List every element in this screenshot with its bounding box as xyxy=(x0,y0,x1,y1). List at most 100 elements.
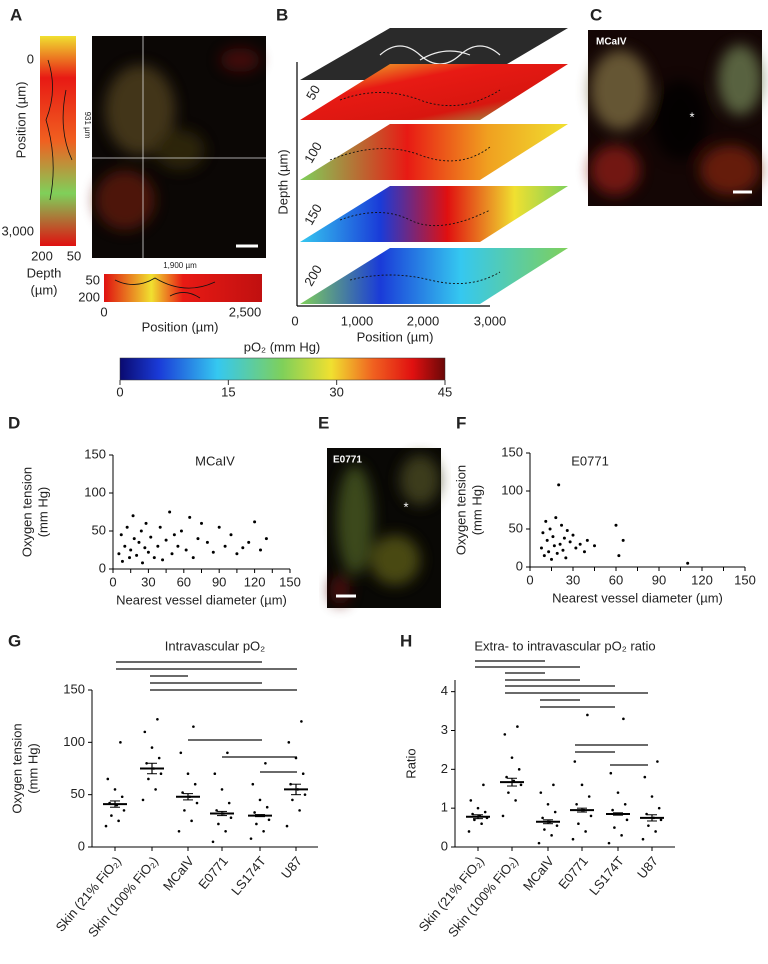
depth-strip xyxy=(40,36,76,246)
panel-label: E xyxy=(318,413,329,432)
axis-label: Position (µm) xyxy=(142,319,219,334)
point xyxy=(200,521,203,525)
point xyxy=(179,751,183,755)
point xyxy=(585,538,589,542)
y-tick-label: 100 xyxy=(63,734,85,749)
point xyxy=(161,558,165,562)
point xyxy=(241,546,245,550)
axis-label: (µm) xyxy=(31,282,58,297)
panel-c: MCaIV * xyxy=(588,30,762,206)
point xyxy=(613,826,616,829)
x-tick-label: 60 xyxy=(609,572,623,587)
point xyxy=(156,718,159,721)
x-tick-label: 150 xyxy=(734,572,756,587)
point xyxy=(503,733,507,736)
point xyxy=(186,772,190,776)
y-tick-label: 0 xyxy=(516,558,523,573)
y-tick-label: 1 xyxy=(441,800,448,815)
x-tick-label: U87 xyxy=(278,853,305,881)
point xyxy=(184,548,188,552)
point xyxy=(258,798,262,802)
point xyxy=(552,783,555,787)
chart-title: MCaIV xyxy=(195,453,235,468)
significance-bars-g xyxy=(116,661,297,773)
contour xyxy=(114,277,216,299)
point xyxy=(235,552,239,556)
y-axis-label: (mm Hg) xyxy=(25,743,40,794)
colorbar-tick-label: 15 xyxy=(221,384,235,399)
tumor-tag: E0771 xyxy=(333,455,362,466)
axis-label: Position (µm) xyxy=(357,329,434,344)
point xyxy=(110,814,113,817)
y-tick-label: 0 xyxy=(99,560,106,575)
point xyxy=(625,818,629,822)
point xyxy=(137,540,141,544)
x-tick-label: 0 xyxy=(526,572,533,587)
y-axis-label: (mm Hg) xyxy=(35,487,50,538)
x-tick-label: 120 xyxy=(691,572,713,587)
point xyxy=(143,546,147,550)
point xyxy=(589,814,593,818)
tick-label: 2,500 xyxy=(229,304,262,319)
y-tick-label: 100 xyxy=(84,484,106,499)
y-tick-label: 150 xyxy=(63,681,85,696)
point xyxy=(220,788,224,791)
point xyxy=(176,544,180,548)
point xyxy=(120,795,124,799)
point xyxy=(168,510,172,514)
tick-label: 50 xyxy=(67,248,81,263)
panel-b: Depth (µm) 50 100 150 200 0 1,000 2,000 … xyxy=(275,28,568,344)
tick-label: 200 xyxy=(78,289,100,304)
point xyxy=(119,741,122,744)
point xyxy=(141,561,144,565)
point xyxy=(558,542,562,546)
point xyxy=(229,533,233,537)
point xyxy=(251,782,255,786)
point xyxy=(253,811,256,814)
marker: * xyxy=(689,109,694,124)
point xyxy=(607,841,611,845)
point xyxy=(539,546,543,550)
point xyxy=(565,529,569,533)
point xyxy=(267,818,271,822)
point xyxy=(141,798,145,802)
point xyxy=(117,819,120,823)
panel-e: E0771 * xyxy=(327,448,441,608)
x-tick-label: MCaIV xyxy=(520,853,557,893)
point xyxy=(149,535,153,539)
tick-label: 1,000 xyxy=(341,313,374,328)
x-tick-label: 60 xyxy=(177,574,191,589)
x-tick-label: U87 xyxy=(634,853,661,881)
x-tick-label: LS174T xyxy=(586,853,627,898)
x-tick-label: LS174T xyxy=(228,853,269,898)
y-tick-label: 50 xyxy=(509,520,523,535)
point xyxy=(196,537,200,541)
point xyxy=(555,551,559,555)
point xyxy=(259,548,262,552)
point xyxy=(476,806,480,810)
panel-label: A xyxy=(10,5,22,24)
tick-label: 0 xyxy=(100,304,107,319)
scale-label: 931 µm xyxy=(83,112,92,139)
point xyxy=(510,756,514,759)
x-tick-label: MCaIV xyxy=(160,853,197,893)
point xyxy=(505,775,508,779)
point xyxy=(555,824,559,827)
point xyxy=(622,717,625,721)
point xyxy=(217,822,220,826)
point xyxy=(154,788,157,791)
y-axis-label: Oxygen tension xyxy=(19,467,34,557)
point xyxy=(542,554,546,558)
point xyxy=(587,795,591,798)
y-tick-label: 50 xyxy=(92,522,106,537)
x-tick-label: 90 xyxy=(212,574,226,589)
point xyxy=(229,816,233,819)
point xyxy=(546,802,550,806)
point xyxy=(294,756,298,760)
point xyxy=(156,544,160,548)
point xyxy=(213,772,217,776)
x-tick-label: 120 xyxy=(244,574,266,589)
point xyxy=(621,538,625,542)
point xyxy=(117,552,121,556)
